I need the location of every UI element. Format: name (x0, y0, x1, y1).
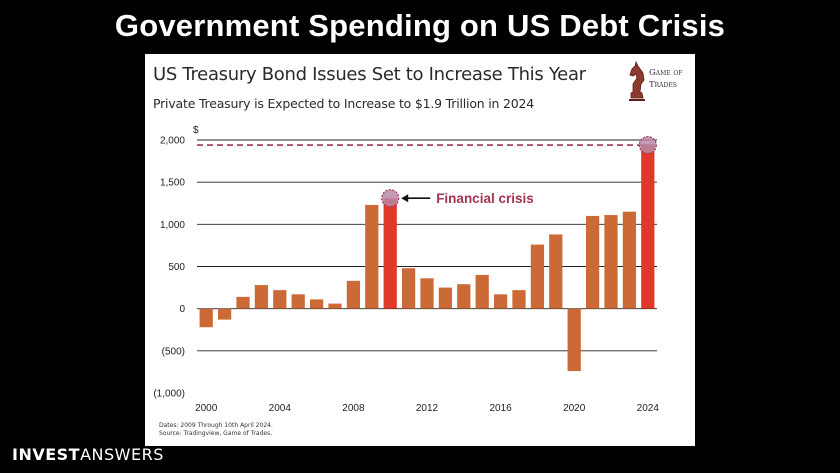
brand-light: ANSWERS (80, 445, 164, 464)
bar-2013 (438, 287, 453, 309)
y-tick-label: 2,000 (160, 136, 185, 147)
knight-icon (629, 60, 645, 101)
bar-2019 (549, 234, 563, 309)
note-source: Source: Tradingview, Game of Trades. (159, 430, 273, 437)
bar-2020 (567, 308, 581, 372)
logo-line-2: Trades (649, 80, 677, 90)
highlight-marker-2010 (381, 189, 400, 208)
x-tick-label: 2024 (637, 403, 660, 414)
bar-2012 (420, 278, 434, 309)
bar-2021 (585, 215, 600, 309)
bar-2016 (493, 294, 508, 309)
annotation-financial-crisis: Financial crisis (436, 191, 534, 206)
y-tick-label: (500) (162, 346, 185, 357)
bar-2002 (236, 296, 250, 309)
bar-2000 (199, 308, 213, 328)
chart-subtitle: Private Treasury is Expected to Increase… (153, 96, 535, 111)
bar-2014 (457, 284, 471, 309)
bar-2005 (291, 294, 305, 309)
bar-2004 (273, 290, 287, 309)
note-dates: Dates: 2009 Through 10th April 2024. (159, 422, 273, 429)
bar-2018 (530, 244, 545, 309)
chart-notes: Dates: 2009 Through 10th April 2024. Sou… (159, 422, 273, 438)
bar-2008 (346, 280, 361, 309)
slide-title: Government Spending on US Debt Crisis (114, 8, 726, 43)
bar-2003 (254, 285, 269, 309)
y-tick-label: 500 (168, 262, 185, 273)
x-tick-label: 2020 (563, 403, 586, 414)
bar-2017 (512, 290, 526, 309)
highlight-marker-2024 (638, 135, 657, 155)
y-tick-label: 0 (179, 304, 185, 315)
bar-2011 (401, 268, 416, 309)
chart-title: US Treasury Bond Issues Set to Increase … (153, 64, 586, 85)
bar-chart: $2,000 1,500 1,000 500 0 (500) (1,000) 2000 2004… (153, 125, 660, 414)
brand-strong: INVEST (12, 445, 81, 464)
bar-2010 (383, 198, 397, 309)
x-tick-label: 2004 (269, 403, 292, 414)
bar-2015 (475, 274, 489, 309)
y-tick-label: 1,000 (160, 220, 185, 231)
y-tick-label: 1,500 (160, 178, 185, 189)
game-of-trades-logo: Game of Trades (625, 60, 691, 102)
annotation-arrowhead (401, 194, 409, 203)
x-tick-label: 2000 (195, 403, 218, 414)
x-tick-label: 2008 (342, 403, 365, 414)
bar-2023 (622, 211, 637, 309)
x-tick-label: 2012 (416, 403, 439, 414)
chart-panel: US Treasury Bond Issues Set to Increase … (145, 54, 695, 446)
bar-2009 (365, 204, 379, 309)
investanswers-brand: INVESTANSWERS (12, 445, 164, 464)
bar-2024 (641, 144, 655, 309)
bar-2006 (309, 299, 324, 309)
bar-2007 (328, 303, 342, 309)
bar-2022 (604, 215, 618, 309)
x-tick-label: 2016 (489, 403, 512, 414)
logo-line-1: Game of (649, 68, 683, 78)
bar-2001 (217, 308, 232, 320)
y-tick-label: (1,000) (153, 389, 185, 400)
y-unit-label: $ (193, 125, 199, 136)
